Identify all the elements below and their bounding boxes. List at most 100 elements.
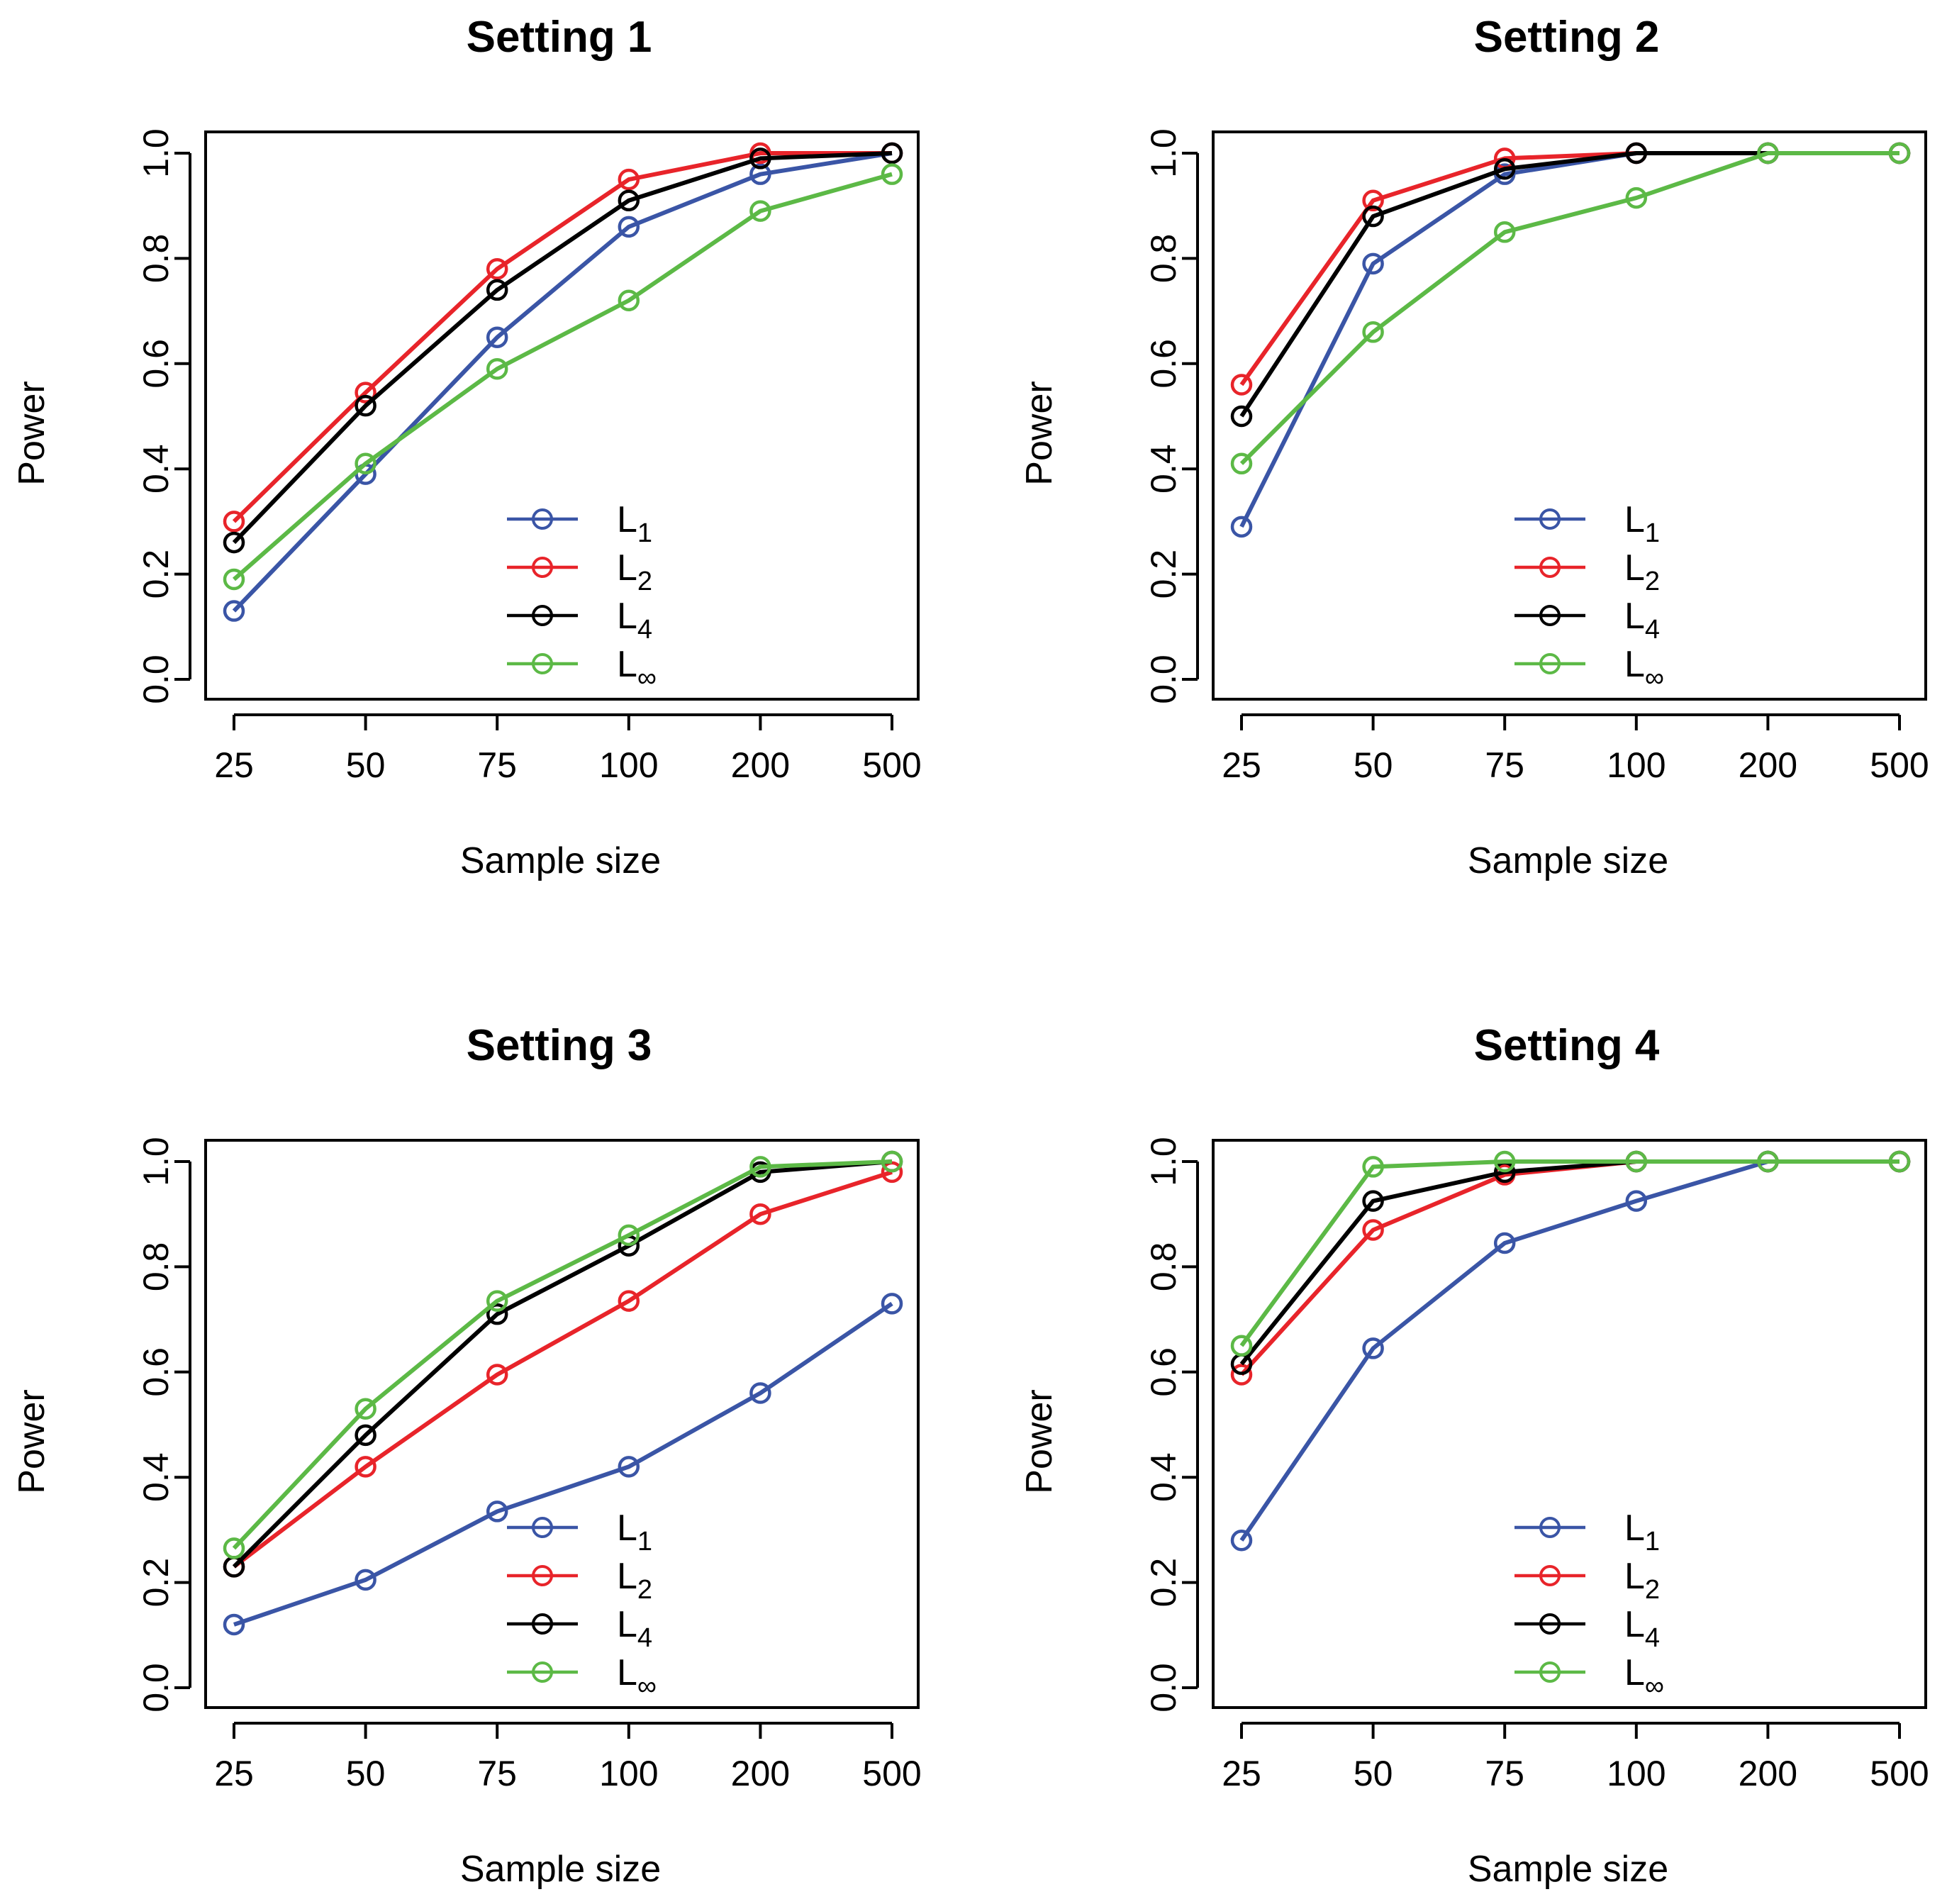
data-point-L1 xyxy=(1625,1190,1648,1212)
legend-label-subscript: ∞ xyxy=(637,1671,657,1701)
data-point-Linf xyxy=(223,568,245,591)
y-tick-label: 0.4 xyxy=(1144,1452,1183,1502)
y-tick-label: 0.6 xyxy=(1144,1347,1183,1397)
legend-label-subscript: 1 xyxy=(1645,518,1660,548)
data-point-L4 xyxy=(223,531,245,554)
series-line-L1 xyxy=(232,151,893,613)
series-L4 xyxy=(1230,142,1911,428)
legend-marker-Linf xyxy=(532,1661,553,1683)
x-axis-label: Sample size xyxy=(460,840,661,881)
x-tick-label: 500 xyxy=(862,745,921,785)
data-point-L2 xyxy=(749,1203,771,1225)
legend-label-main: L xyxy=(617,499,637,540)
legend-label-subscript: 1 xyxy=(1645,1527,1660,1557)
series-L1 xyxy=(223,142,903,622)
y-axis-label: Power xyxy=(11,381,52,485)
series-line-L4 xyxy=(232,1159,893,1569)
x-tick-label: 200 xyxy=(1739,745,1797,785)
data-point-L4 xyxy=(486,1303,508,1325)
data-point-L4 xyxy=(1230,405,1253,428)
data-point-L1 xyxy=(223,1613,245,1636)
x-tick-label: 75 xyxy=(477,1754,517,1793)
data-point-L2 xyxy=(1362,189,1384,212)
x-axis-label: Sample size xyxy=(460,1849,661,1890)
legend-label-Linf: L∞ xyxy=(617,1652,657,1701)
legend-label-subscript: ∞ xyxy=(1645,1671,1664,1701)
data-point-L4 xyxy=(1625,142,1648,165)
y-tick-label: 0.6 xyxy=(1144,339,1183,389)
x-tick-label: 200 xyxy=(731,1754,790,1793)
legend-marker-L4 xyxy=(532,605,553,626)
data-point-L1 xyxy=(1362,1337,1384,1359)
data-point-L1 xyxy=(618,216,640,238)
y-tick-label: 0.6 xyxy=(136,1347,176,1397)
legend-label-Linf: L∞ xyxy=(617,644,657,693)
legend-label-L1: L1 xyxy=(1624,499,1660,548)
data-point-L1 xyxy=(749,1382,771,1404)
data-point-Linf xyxy=(1230,1335,1253,1357)
series-line-L1 xyxy=(1239,151,1899,528)
legend-label-main: L xyxy=(1624,1556,1645,1597)
chart-title: Setting 4 xyxy=(1474,1021,1660,1070)
chart-title: Setting 3 xyxy=(467,1021,652,1070)
legend-label-main: L xyxy=(617,596,637,637)
legend-label-subscript: 2 xyxy=(637,567,652,596)
x-tick-label: 500 xyxy=(862,1754,921,1793)
series-L4 xyxy=(223,142,903,554)
legend-label-L4: L4 xyxy=(1624,1604,1660,1653)
plot-frame xyxy=(1212,130,1927,701)
y-tick-label: 0.8 xyxy=(1144,1242,1183,1292)
series-L1 xyxy=(1230,1150,1911,1552)
y-tick-label: 1.0 xyxy=(136,1137,176,1186)
series-Linf xyxy=(1230,1150,1911,1357)
legend-label-Linf: L∞ xyxy=(1624,1652,1664,1701)
data-point-L4 xyxy=(355,1424,376,1447)
x-axis-label: Sample size xyxy=(1468,1849,1668,1890)
legend-marker-Linf xyxy=(1539,653,1561,674)
legend-marker-L1 xyxy=(1539,508,1561,530)
data-point-L2 xyxy=(223,511,245,533)
series-line-L2 xyxy=(233,1169,893,1569)
y-tick-label: 0.8 xyxy=(1144,234,1183,284)
legend-label-L1: L1 xyxy=(1624,1508,1660,1557)
x-tick-label: 100 xyxy=(1607,745,1666,785)
series-line-Linf xyxy=(232,1159,893,1550)
series-Linf xyxy=(223,1150,903,1559)
data-point-Linf xyxy=(618,289,640,312)
data-point-L1 xyxy=(881,1293,903,1315)
data-point-L4 xyxy=(1362,205,1384,228)
data-point-L2 xyxy=(1362,1219,1384,1241)
series-line-Linf xyxy=(233,172,893,581)
data-point-Linf xyxy=(355,1398,376,1420)
series-line-L1 xyxy=(1239,1159,1899,1542)
legend-label-main: L xyxy=(617,644,637,685)
data-point-L4 xyxy=(1493,158,1516,180)
data-point-L2 xyxy=(355,382,376,403)
y-axis-label: Power xyxy=(1019,381,1060,485)
data-point-Linf xyxy=(1362,321,1384,343)
series-L2 xyxy=(1230,1150,1911,1386)
legend-label-L2: L2 xyxy=(617,1556,652,1605)
data-point-L1 xyxy=(486,326,508,348)
y-tick-label: 0.6 xyxy=(136,339,176,389)
chart-panel-3: Setting 3 25 50 75 100 200 500 Sample size 0.0 0.… xyxy=(11,1021,922,1890)
series-line-L2 xyxy=(232,151,892,523)
series-line-L2 xyxy=(1239,1159,1899,1376)
y-tick-label: 0.2 xyxy=(1144,1558,1183,1608)
data-point-Linf xyxy=(486,1290,508,1312)
chart-title: Setting 2 xyxy=(1474,13,1660,62)
data-point-L2 xyxy=(618,168,640,191)
legend-label-subscript: ∞ xyxy=(1645,663,1664,693)
data-point-L1 xyxy=(618,1456,640,1478)
legend-label-L4: L4 xyxy=(1624,596,1660,645)
data-point-L1 xyxy=(749,163,771,185)
data-point-Linf xyxy=(1230,452,1253,475)
legend-marker-L1 xyxy=(532,508,553,530)
series-L1 xyxy=(223,1293,903,1636)
legend-marker-Linf xyxy=(532,653,553,674)
legend-marker-L2 xyxy=(532,1565,553,1586)
x-tick-label: 50 xyxy=(346,1754,386,1793)
